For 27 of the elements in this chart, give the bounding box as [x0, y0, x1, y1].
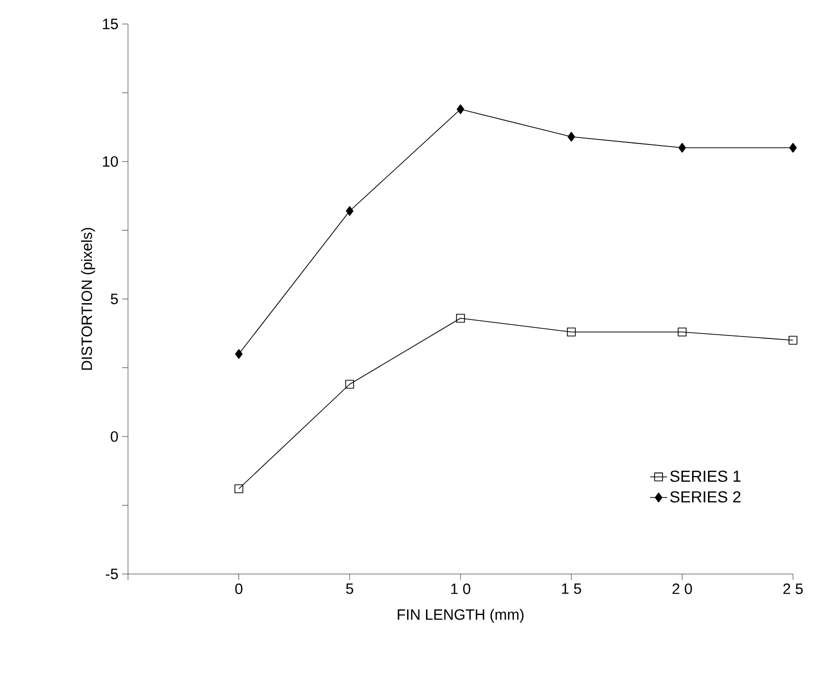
legend-label: SERIES 1 — [670, 470, 740, 482]
x-tick-label: 2 5 — [783, 583, 803, 594]
y-tick-label: 15 — [103, 18, 118, 30]
point — [788, 336, 798, 345]
point — [568, 132, 576, 142]
y-tick-label: -5 — [106, 568, 118, 580]
x-axis-title: FIN LENGTH (mm) — [398, 608, 524, 623]
x-tick-label: 2 0 — [672, 583, 692, 594]
point — [566, 328, 576, 336]
point — [456, 314, 465, 323]
x-tick-label: 1 5 — [562, 584, 582, 594]
point — [345, 380, 354, 389]
y-axis-title: DISTORTION (pixels) — [81, 228, 96, 370]
y-tick-label: 0 — [110, 431, 118, 442]
point — [678, 142, 686, 153]
point — [235, 349, 243, 359]
y-tick-label: 10 — [103, 156, 118, 167]
x-tick-label: 0 — [235, 583, 242, 594]
x-tick-label: 5 — [346, 584, 354, 594]
x-tick-label: 1 0 — [451, 583, 470, 594]
point — [234, 484, 244, 494]
point — [346, 206, 354, 216]
point — [789, 142, 797, 153]
point — [678, 328, 687, 336]
y-tick-label: 5 — [110, 294, 118, 304]
point — [456, 104, 464, 114]
legend-label: SERIES 2 — [670, 491, 740, 502]
